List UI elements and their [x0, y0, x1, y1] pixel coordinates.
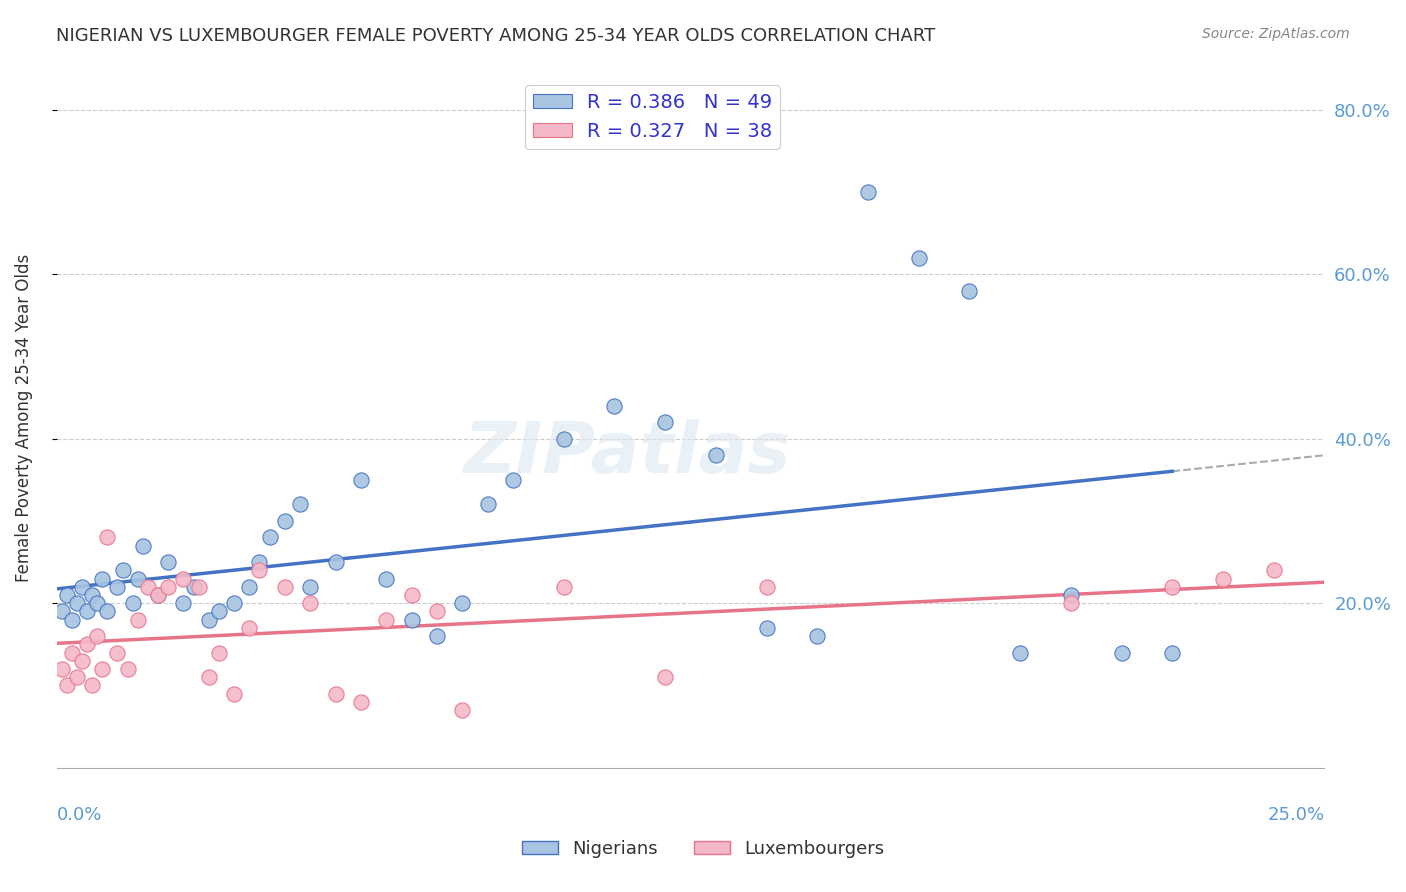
Point [603, 399, 626, 413]
Point [325, 555, 347, 569]
Text: Source: ZipAtlas.com: Source: ZipAtlas.com [1202, 27, 1350, 41]
Point [121, 596, 143, 610]
Point [274, 514, 297, 528]
Point [654, 670, 676, 684]
Point [907, 251, 929, 265]
Point [86, 596, 108, 610]
Point [55, 588, 77, 602]
Point [146, 588, 169, 602]
Point [136, 580, 159, 594]
Point [96, 530, 118, 544]
Point [60, 613, 83, 627]
Point [66, 670, 89, 684]
Point [755, 621, 778, 635]
Point [107, 580, 129, 594]
Point [183, 580, 205, 594]
Point [1212, 572, 1234, 586]
Point [553, 580, 575, 594]
Point [66, 596, 89, 610]
Point [401, 613, 423, 627]
Point [274, 580, 297, 594]
Point [856, 185, 879, 199]
Point [375, 572, 398, 586]
Point [1263, 563, 1285, 577]
Point [704, 448, 727, 462]
Point [477, 498, 499, 512]
Point [70, 580, 93, 594]
Point [325, 687, 347, 701]
Point [957, 284, 980, 298]
Point [60, 646, 83, 660]
Point [1060, 596, 1083, 610]
Point [70, 654, 93, 668]
Point [224, 687, 246, 701]
Point [82, 588, 104, 602]
Point [197, 613, 219, 627]
Point [127, 613, 149, 627]
Point [132, 539, 155, 553]
Point [1161, 580, 1184, 594]
Y-axis label: Female Poverty Among 25-34 Year Olds: Female Poverty Among 25-34 Year Olds [15, 254, 32, 582]
Point [350, 695, 373, 709]
Point [197, 670, 219, 684]
Point [375, 613, 398, 627]
Text: 25.0%: 25.0% [1267, 806, 1324, 824]
Point [91, 662, 114, 676]
Point [299, 596, 322, 610]
Text: 0.0%: 0.0% [56, 806, 103, 824]
Point [350, 473, 373, 487]
Point [249, 563, 271, 577]
Point [55, 678, 77, 692]
Point [111, 563, 134, 577]
Point [157, 580, 180, 594]
Point [451, 596, 474, 610]
Point [249, 555, 271, 569]
Point [127, 572, 149, 586]
Point [259, 530, 281, 544]
Point [86, 629, 108, 643]
Point [51, 604, 73, 618]
Legend: R = 0.386   N = 49, R = 0.327   N = 38: R = 0.386 N = 49, R = 0.327 N = 38 [524, 86, 780, 148]
Point [96, 604, 118, 618]
Point [91, 572, 114, 586]
Point [117, 662, 139, 676]
Point [238, 621, 260, 635]
Point [208, 646, 231, 660]
Point [755, 580, 778, 594]
Text: NIGERIAN VS LUXEMBOURGER FEMALE POVERTY AMONG 25-34 YEAR OLDS CORRELATION CHART: NIGERIAN VS LUXEMBOURGER FEMALE POVERTY … [56, 27, 935, 45]
Point [82, 678, 104, 692]
Point [51, 662, 73, 676]
Point [157, 555, 180, 569]
Point [502, 473, 524, 487]
Point [146, 588, 169, 602]
Point [288, 498, 311, 512]
Point [426, 629, 449, 643]
Legend: Nigerians, Luxembourgers: Nigerians, Luxembourgers [515, 833, 891, 865]
Point [1111, 646, 1133, 660]
Point [208, 604, 231, 618]
Point [426, 604, 449, 618]
Point [299, 580, 322, 594]
Point [107, 646, 129, 660]
Point [1060, 588, 1083, 602]
Point [76, 604, 98, 618]
Point [172, 596, 194, 610]
Point [172, 572, 194, 586]
Point [1161, 646, 1184, 660]
Point [401, 588, 423, 602]
Point [238, 580, 260, 594]
Point [806, 629, 828, 643]
Point [76, 637, 98, 651]
Point [224, 596, 246, 610]
Point [1010, 646, 1032, 660]
Point [553, 432, 575, 446]
Text: ZIPatlas: ZIPatlas [464, 418, 790, 488]
Point [451, 703, 474, 717]
Point [187, 580, 209, 594]
Point [654, 415, 676, 429]
